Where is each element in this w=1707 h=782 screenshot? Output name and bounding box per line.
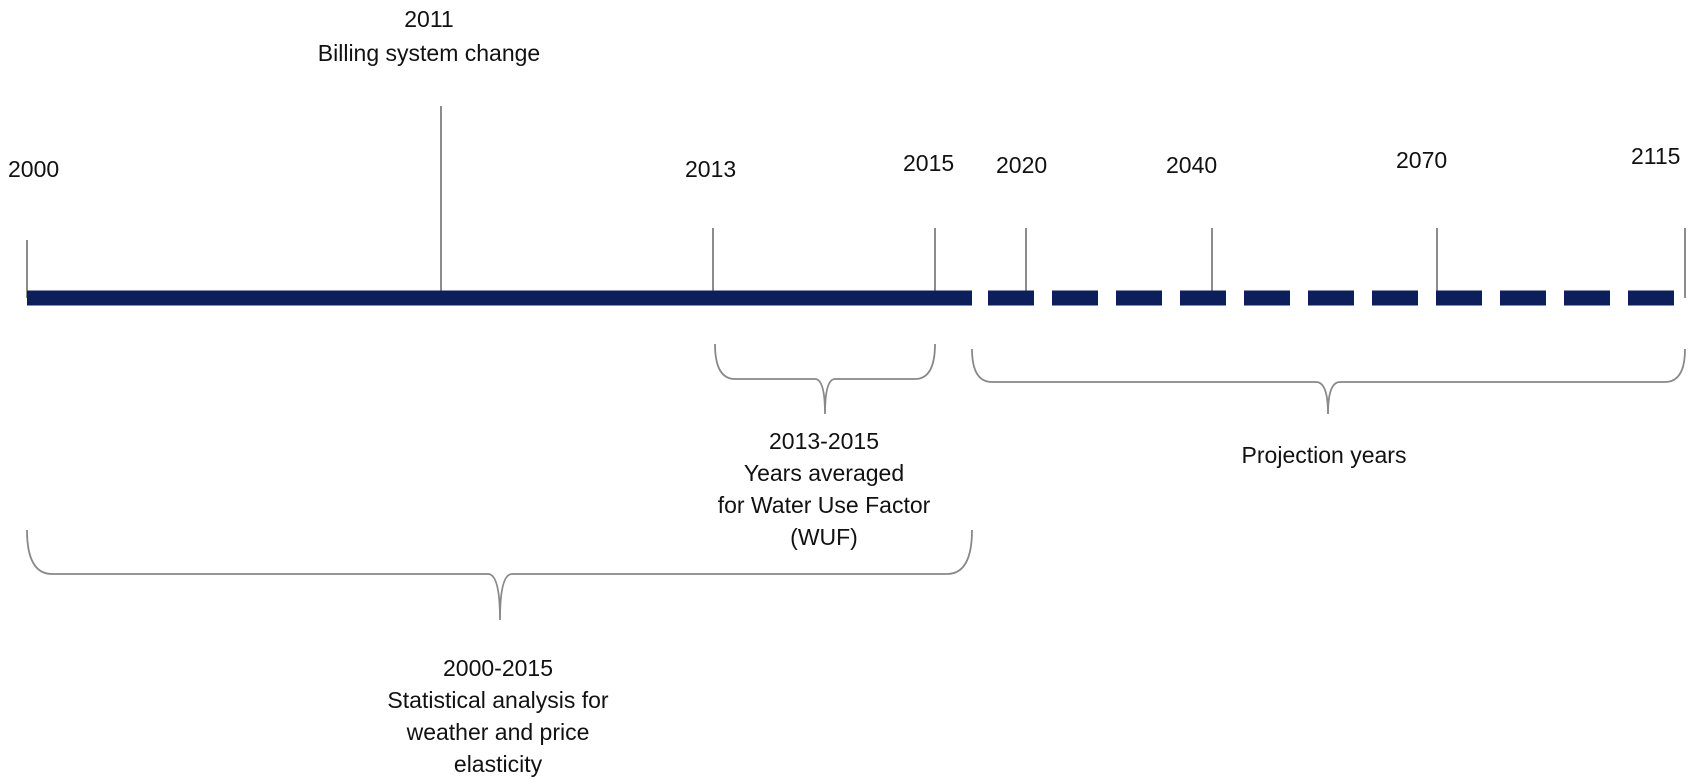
year-label-2011: 2011 — [404, 6, 454, 32]
wuf-line1: Years averaged — [743, 460, 905, 486]
stat-line2: weather and price — [406, 719, 590, 745]
year-label-2015: 2015 — [903, 150, 955, 176]
year-label-2040: 2040 — [1166, 152, 1218, 178]
event-label-billing: Billing system change — [317, 40, 541, 66]
year-label-2000: 2000 — [8, 156, 60, 182]
stat-line1: Statistical analysis for — [387, 687, 609, 713]
year-label-2115: 2115 — [1631, 143, 1681, 169]
wuf-line3: (WUF) — [790, 524, 858, 550]
projection-label: Projection years — [1241, 442, 1407, 468]
brace-wuf — [714, 343, 936, 415]
year-label-2020: 2020 — [996, 152, 1048, 178]
stat-range: 2000-2015 — [443, 655, 553, 681]
stat-line3: elasticity — [453, 751, 543, 777]
wuf-range: 2013-2015 — [769, 428, 879, 454]
year-label-2013: 2013 — [685, 156, 737, 182]
brace-statistical — [26, 529, 973, 621]
year-label-2070: 2070 — [1396, 147, 1448, 173]
brace-projection — [971, 348, 1686, 415]
wuf-line2: for Water Use Factor — [717, 492, 931, 518]
